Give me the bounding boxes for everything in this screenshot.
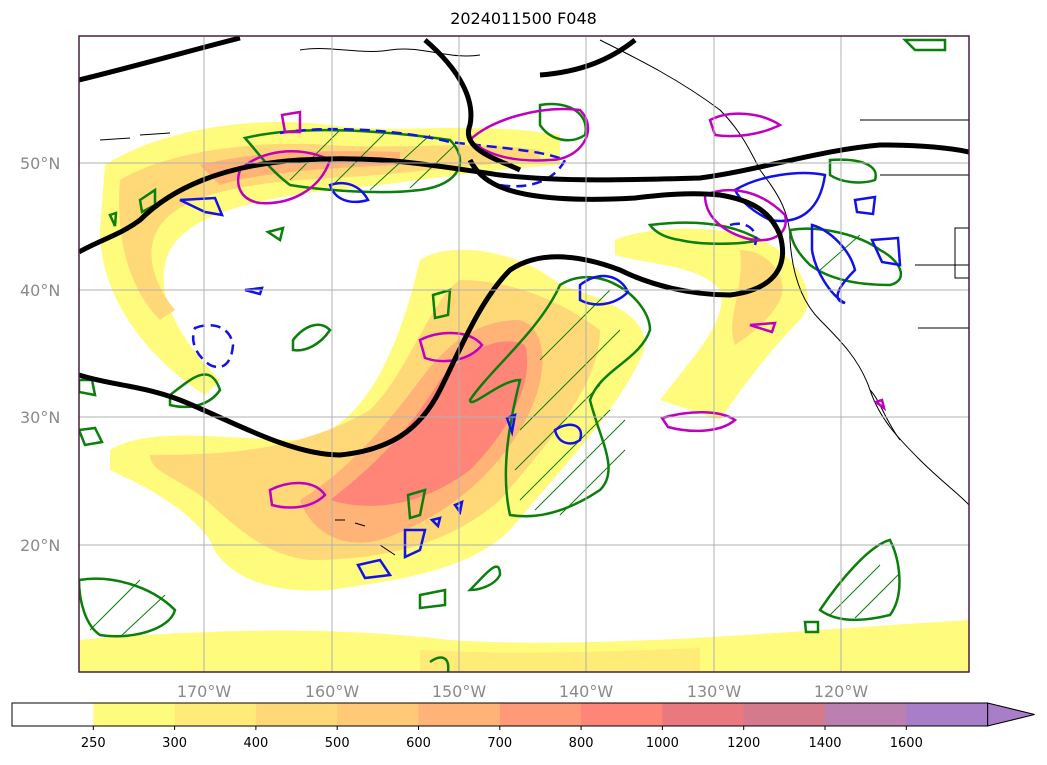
colorbar-tick-label: 500 bbox=[325, 736, 350, 751]
colorbar-tick-label: 1000 bbox=[646, 736, 679, 751]
ivt-shading bbox=[79, 121, 969, 672]
green-contours bbox=[79, 38, 947, 672]
lat-label-20: 20°N bbox=[20, 536, 60, 555]
map-frame bbox=[78, 35, 970, 673]
colorbar-tick-label: 600 bbox=[406, 736, 431, 751]
colorbar-segment bbox=[337, 703, 419, 726]
colorbar-tick-label: 400 bbox=[243, 736, 268, 751]
lon-label-170w: 170°W bbox=[177, 682, 232, 701]
map-title: 2024011500 F048 bbox=[450, 9, 597, 28]
lon-labels: 170°W 160°W 150°W 140°W 130°W 120°W bbox=[177, 682, 869, 701]
colorbar-segment bbox=[825, 703, 907, 726]
lon-label-120w: 120°W bbox=[814, 682, 869, 701]
colorbar-segment bbox=[418, 703, 501, 726]
jet-contours bbox=[79, 36, 969, 458]
lat-label-30: 30°N bbox=[20, 408, 60, 427]
colorbar-segment bbox=[906, 703, 989, 726]
colorbar-segment bbox=[12, 703, 94, 726]
lon-label-130w: 130°W bbox=[687, 682, 742, 701]
lon-label-150w: 150°W bbox=[432, 682, 487, 701]
colorbar-tick-label: 1400 bbox=[808, 736, 841, 751]
colorbar-tick-label: 250 bbox=[81, 736, 106, 751]
colorbar-tick-label: 1600 bbox=[890, 736, 923, 751]
blue-contours bbox=[179, 127, 902, 580]
colorbar-extend-arrow bbox=[987, 702, 1035, 727]
colorbar-tick-label: 1200 bbox=[727, 736, 760, 751]
lat-label-40: 40°N bbox=[20, 281, 60, 300]
grid-lines bbox=[79, 36, 969, 672]
colorbar-segment bbox=[93, 703, 176, 726]
colorbar-segment bbox=[662, 703, 745, 726]
colorbar: 250 300 400 500 600 700 800 1000 1200 1400 1600 bbox=[11, 702, 1035, 751]
colorbar-tick-label: 800 bbox=[569, 736, 594, 751]
colorbar-segment bbox=[743, 703, 826, 726]
lon-label-140w: 140°W bbox=[559, 682, 614, 701]
lat-labels: 50°N 40°N 30°N 20°N bbox=[20, 154, 60, 555]
lon-label-160w: 160°W bbox=[305, 682, 360, 701]
colorbar-segment bbox=[174, 703, 257, 726]
lat-label-50: 50°N bbox=[20, 154, 60, 173]
colorbar-segment bbox=[499, 703, 582, 726]
colorbar-segment bbox=[581, 703, 663, 726]
colorbar-tick-label: 700 bbox=[487, 736, 512, 751]
coastlines bbox=[99, 39, 969, 556]
colorbar-segment bbox=[255, 703, 338, 726]
colorbar-tick-label: 300 bbox=[162, 736, 187, 751]
